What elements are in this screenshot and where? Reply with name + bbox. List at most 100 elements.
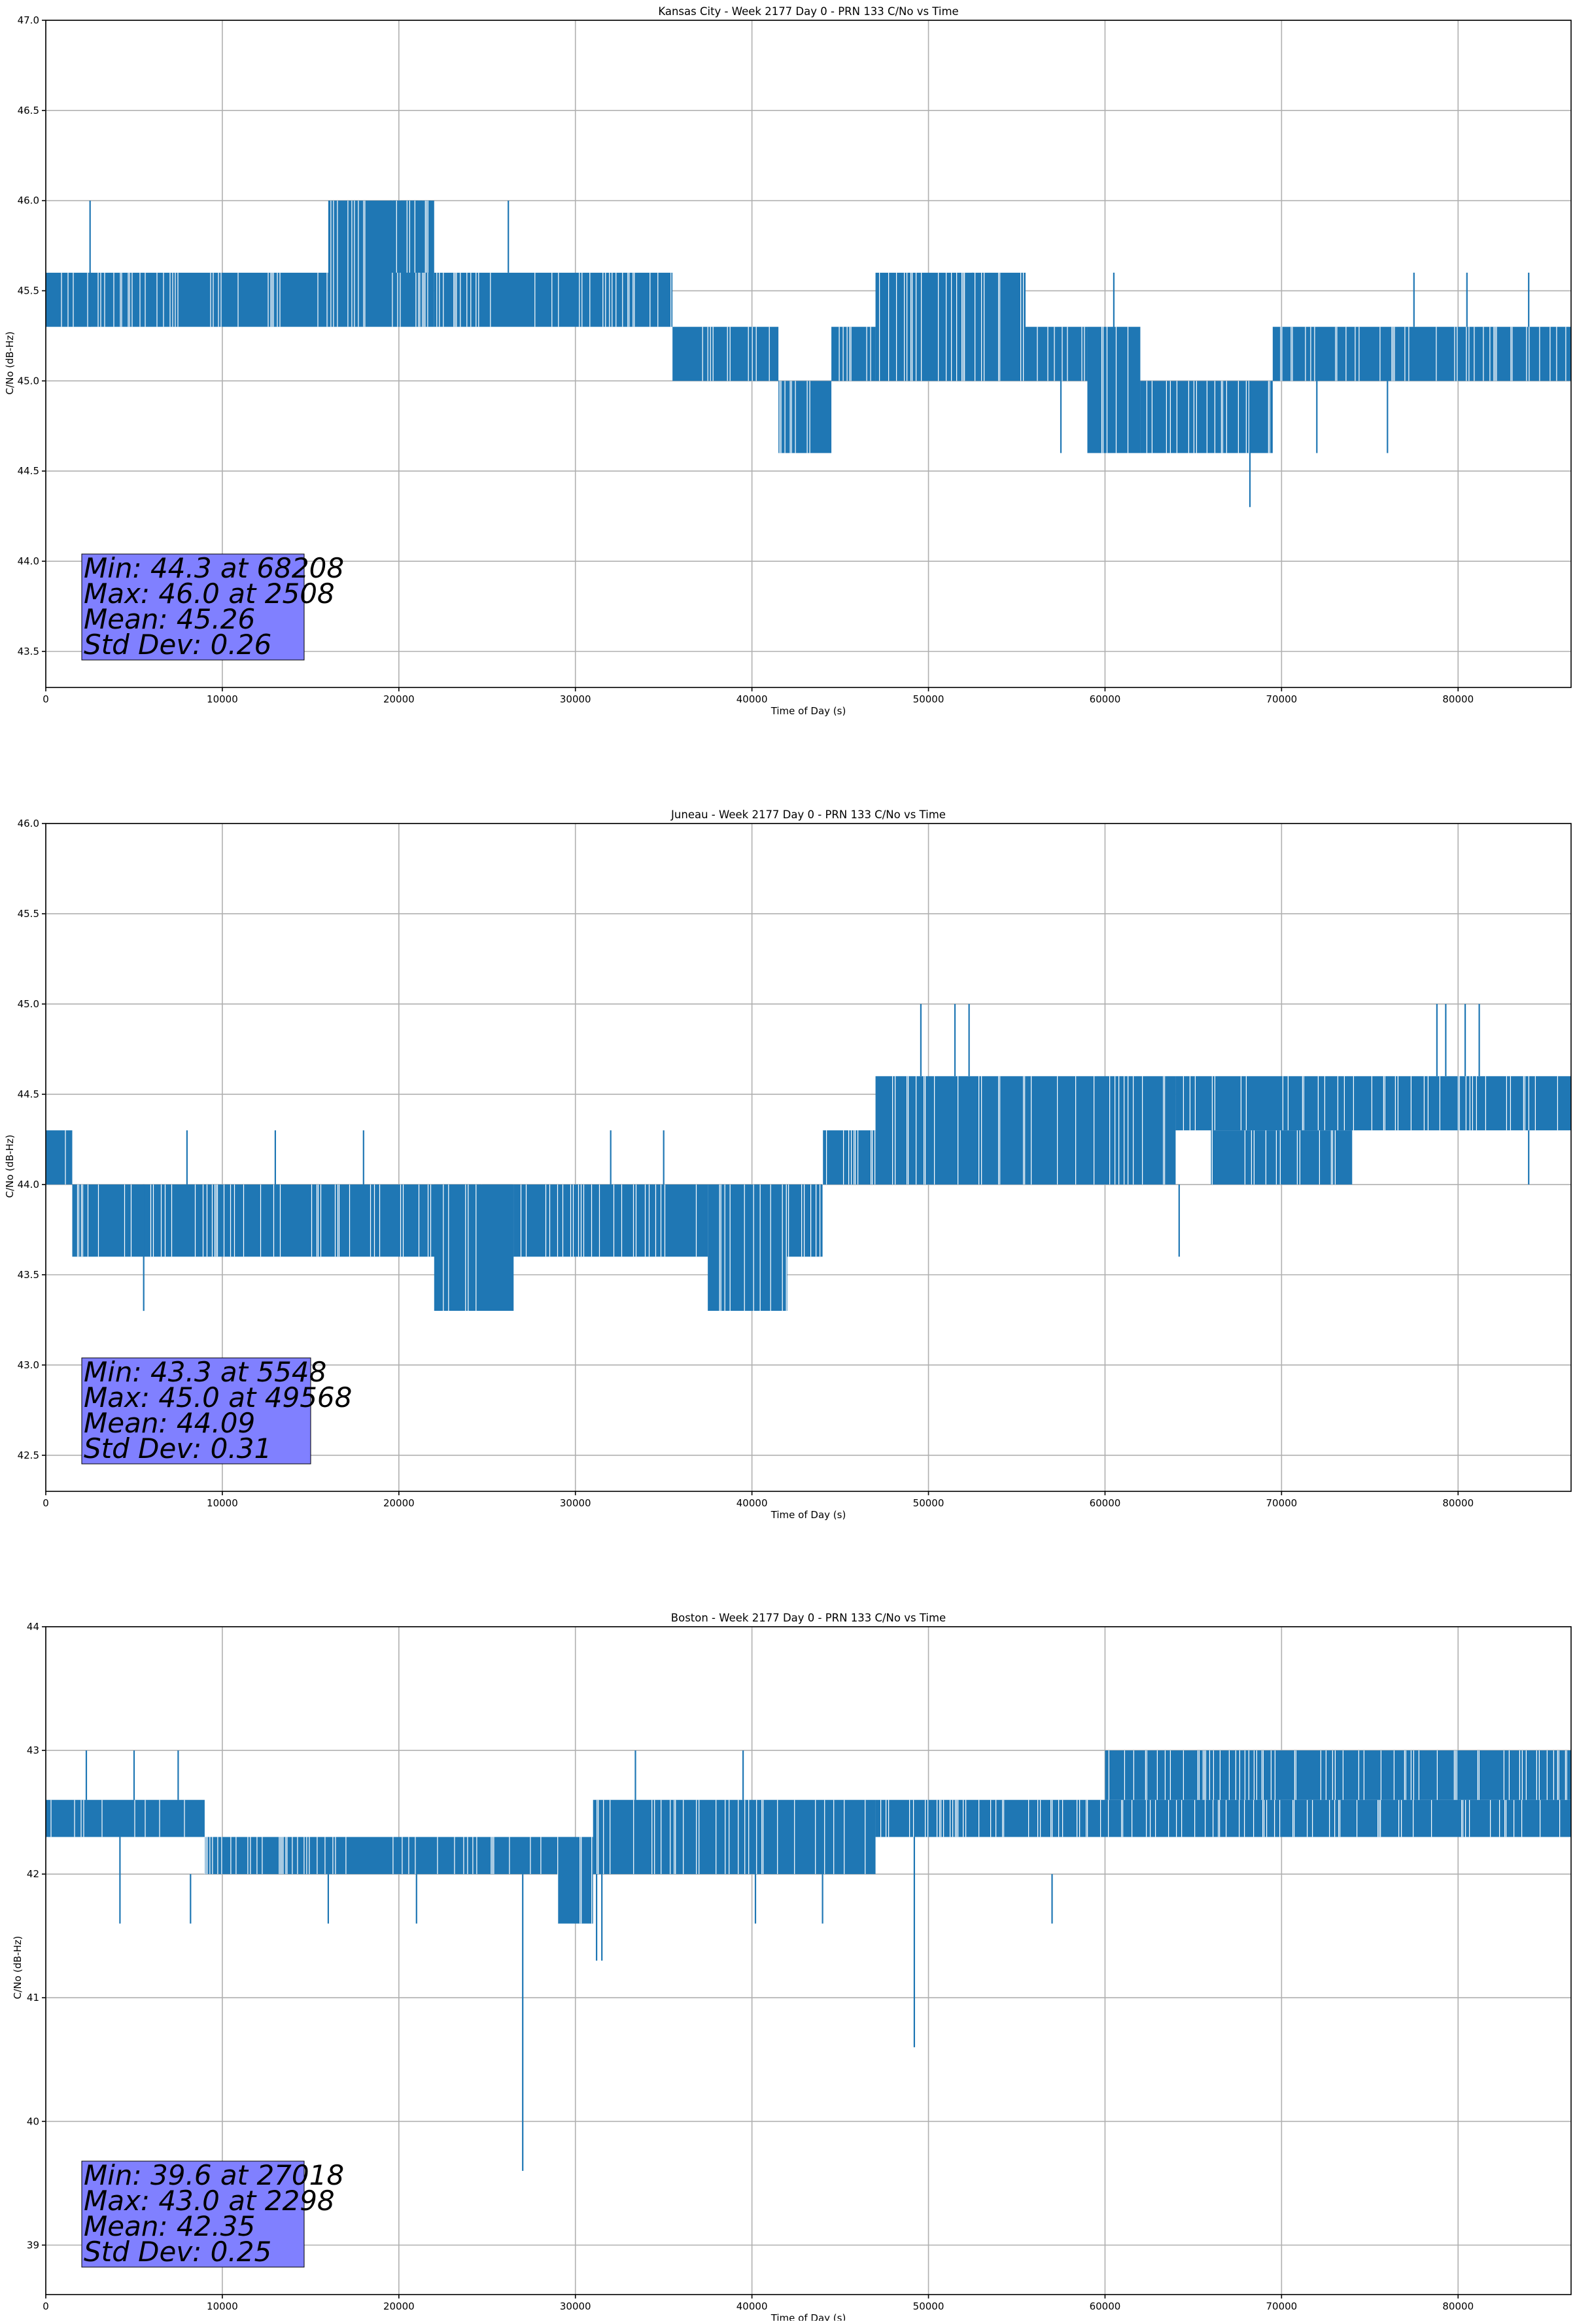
stat-min: Min: 39.6 at 27018 bbox=[84, 2159, 344, 2191]
signal-band bbox=[1175, 1076, 1571, 1131]
kansas-city-chart: Kansas City - Week 2177 Day 0 - PRN 133 … bbox=[4, 5, 1572, 717]
signal-gaps bbox=[443, 1184, 477, 1311]
x-tick-label: 60000 bbox=[1090, 1497, 1121, 1509]
signal-band bbox=[1105, 1750, 1571, 1800]
stats-box-background bbox=[81, 2160, 305, 2268]
y-axis-label: C/No (dB-Hz) bbox=[4, 1135, 16, 1198]
y-tick-label: 43.5 bbox=[18, 646, 39, 657]
signal-gaps bbox=[396, 200, 428, 273]
signal-band bbox=[557, 1837, 593, 1924]
x-tick-label: 20000 bbox=[383, 1497, 415, 1509]
x-tick-label: 30000 bbox=[560, 2300, 591, 2312]
signal-band bbox=[1211, 1130, 1353, 1185]
x-tick-label: 10000 bbox=[207, 693, 238, 705]
y-tick-label: 46.0 bbox=[18, 818, 39, 829]
stat-mean: Mean: 45.26 bbox=[84, 603, 255, 635]
x-tick-label: 40000 bbox=[736, 1497, 768, 1509]
signal-gaps bbox=[557, 1837, 593, 1924]
y-tick-label: 42 bbox=[27, 1868, 39, 1880]
signal-band bbox=[672, 326, 779, 381]
x-axis-label: Time of Day (s) bbox=[770, 705, 846, 717]
signal-gaps bbox=[1146, 381, 1270, 453]
x-tick-label: 20000 bbox=[383, 693, 415, 705]
x-tick-label: 40000 bbox=[736, 2300, 768, 2312]
signal-gaps bbox=[779, 381, 810, 453]
x-tick-label: 0 bbox=[43, 2300, 49, 2312]
y-tick-label: 41 bbox=[27, 1992, 39, 2003]
stats-box: Min: 43.3 at 5548 Max: 45.0 at 49568 Mea… bbox=[81, 1356, 352, 1465]
y-tick-label: 45.0 bbox=[18, 375, 39, 387]
data-marks bbox=[45, 1003, 1571, 1311]
signal-band bbox=[831, 326, 876, 381]
chart-title: Kansas City - Week 2177 Day 0 - PRN 133 … bbox=[658, 5, 958, 18]
stat-mean: Mean: 44.09 bbox=[84, 1407, 255, 1439]
x-tick-label: 60000 bbox=[1090, 693, 1121, 705]
signal-band bbox=[1140, 381, 1273, 453]
chart-title: Juneau - Week 2177 Day 0 - PRN 133 C/No … bbox=[670, 808, 946, 821]
plot-frame bbox=[45, 20, 1572, 688]
signal-band bbox=[434, 1184, 514, 1311]
signal-band bbox=[778, 381, 832, 453]
y-tick-label: 43.0 bbox=[18, 1359, 39, 1371]
y-tick-label: 44.5 bbox=[18, 1088, 39, 1100]
x-tick-label: 70000 bbox=[1266, 2300, 1297, 2312]
signal-gaps bbox=[1280, 326, 1566, 381]
signal-gaps bbox=[50, 1799, 185, 1837]
y-tick-label: 43 bbox=[27, 1744, 39, 1756]
stats-box-background bbox=[81, 553, 305, 661]
y-tick-label: 44.0 bbox=[18, 1179, 39, 1190]
signal-band bbox=[204, 1837, 576, 1875]
stat-max: Max: 43.0 at 2298 bbox=[84, 2185, 335, 2217]
x-tick-label: 70000 bbox=[1266, 1497, 1297, 1509]
data-marks bbox=[46, 1750, 1571, 2171]
x-tick-label: 50000 bbox=[913, 1497, 944, 1509]
x-tick-label: 80000 bbox=[1442, 693, 1474, 705]
signal-gaps bbox=[702, 326, 770, 381]
signal-band bbox=[875, 1076, 1176, 1185]
signal-gaps bbox=[839, 326, 871, 381]
signal-gaps bbox=[880, 1799, 1561, 1837]
y-tick-label: 40 bbox=[27, 2115, 39, 2127]
y-tick-label: 46.5 bbox=[18, 105, 39, 116]
signal-gaps bbox=[61, 272, 328, 327]
signal-gaps bbox=[892, 1076, 1166, 1185]
signal-gaps bbox=[436, 272, 672, 327]
signal-band bbox=[787, 1184, 823, 1257]
signal-band bbox=[1025, 326, 1088, 381]
signal-gaps bbox=[1183, 1076, 1558, 1131]
signal-spikes bbox=[85, 1750, 1053, 2171]
stats-box-background bbox=[81, 1357, 311, 1465]
signal-spikes bbox=[89, 200, 1530, 508]
x-tick-label: 50000 bbox=[913, 2300, 944, 2312]
x-tick-label: 80000 bbox=[1442, 2300, 1474, 2312]
y-tick-label: 44.5 bbox=[18, 465, 39, 477]
y-tick-label: 43.5 bbox=[18, 1269, 39, 1281]
y-tick-label: 46.0 bbox=[18, 195, 39, 207]
signal-band bbox=[875, 1799, 1571, 1837]
signal-band bbox=[46, 1130, 73, 1185]
x-tick-label: 0 bbox=[43, 693, 49, 705]
signal-gaps bbox=[788, 1184, 821, 1257]
signal-gaps bbox=[1211, 1130, 1336, 1185]
juneau-chart: Juneau - Week 2177 Day 0 - PRN 133 C/No … bbox=[4, 808, 1572, 1521]
stat-std-dev: Std Dev: 0.31 bbox=[84, 1432, 271, 1465]
stat-mean: Mean: 42.35 bbox=[84, 2210, 255, 2242]
y-tick-label: 45.0 bbox=[18, 998, 39, 1010]
axis-ticks: 0 10000 20000 30000 40000 50000 60000 70000 8000… bbox=[18, 818, 1474, 1509]
signal-gaps bbox=[719, 1184, 787, 1311]
y-tick-label: 39 bbox=[27, 2239, 39, 2251]
y-tick-label: 45.5 bbox=[18, 908, 39, 920]
x-tick-label: 30000 bbox=[560, 1497, 591, 1509]
signal-band bbox=[875, 272, 1026, 381]
x-tick-label: 30000 bbox=[560, 693, 591, 705]
y-tick-label: 44.0 bbox=[18, 555, 39, 567]
y-axis-label: C/No (dB-Hz) bbox=[4, 332, 16, 395]
signal-gaps bbox=[1108, 1750, 1567, 1800]
y-axis-label: C/No (dB-Hz) bbox=[12, 1936, 24, 2000]
stats-box: Min: 39.6 at 27018 Max: 43.0 at 2298 Mea… bbox=[81, 2159, 344, 2268]
x-tick-label: 10000 bbox=[207, 1497, 238, 1509]
signal-spikes bbox=[143, 1003, 1530, 1311]
signal-band bbox=[46, 1799, 205, 1837]
stat-std-dev: Std Dev: 0.26 bbox=[84, 629, 271, 661]
